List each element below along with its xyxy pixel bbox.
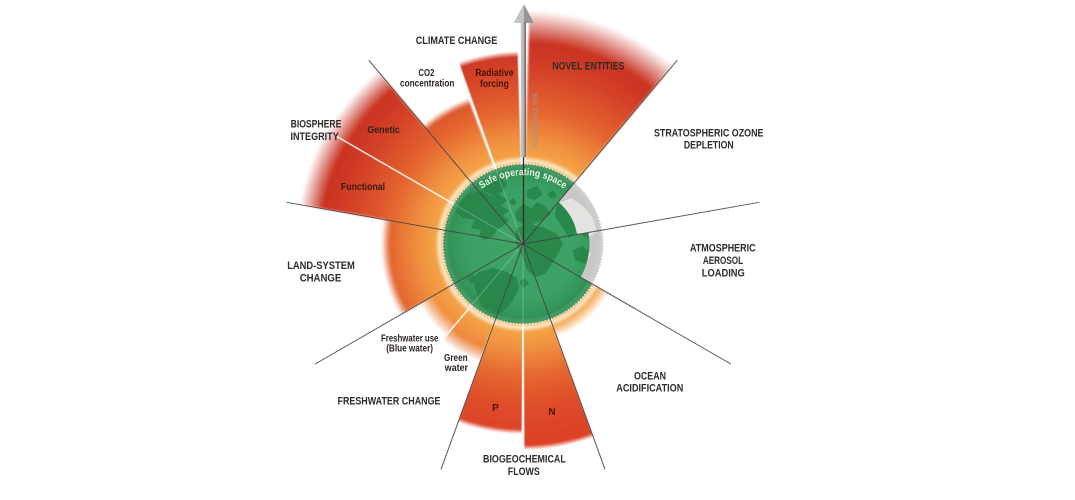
svg-text:FLOWS: FLOWS — [508, 466, 540, 478]
svg-text:INTEGRITY: INTEGRITY — [290, 131, 339, 143]
svg-text:Radiative: Radiative — [475, 68, 514, 79]
svg-text:NOVEL ENTITIES: NOVEL ENTITIES — [552, 61, 624, 73]
svg-text:Increasing risk: Increasing risk — [530, 92, 540, 149]
svg-text:ATMOSPHERIC: ATMOSPHERIC — [690, 243, 756, 255]
svg-text:STRATOSPHERIC OZONE: STRATOSPHERIC OZONE — [654, 128, 764, 140]
svg-text:LOADING: LOADING — [702, 268, 745, 280]
svg-text:ACIDIFICATION: ACIDIFICATION — [616, 382, 683, 394]
svg-text:N: N — [548, 407, 555, 418]
svg-text:(Blue water): (Blue water) — [386, 344, 433, 355]
svg-text:CO2: CO2 — [418, 68, 434, 79]
svg-text:CHANGE: CHANGE — [300, 273, 342, 285]
svg-text:forcing: forcing — [480, 79, 509, 90]
svg-text:BIOSPHERE: BIOSPHERE — [291, 118, 342, 130]
svg-text:LAND-SYSTEM: LAND-SYSTEM — [287, 260, 355, 272]
svg-text:DEPLETION: DEPLETION — [684, 140, 734, 152]
svg-text:OCEAN: OCEAN — [634, 370, 666, 382]
svg-text:FRESHWATER CHANGE: FRESHWATER CHANGE — [338, 396, 441, 408]
svg-text:P: P — [492, 403, 499, 414]
svg-text:concentration: concentration — [400, 79, 454, 90]
svg-text:Green: Green — [444, 353, 468, 364]
svg-text:Genetic: Genetic — [367, 125, 400, 136]
svg-text:Functional: Functional — [341, 182, 385, 193]
svg-text:CLIMATE CHANGE: CLIMATE CHANGE — [416, 35, 498, 47]
svg-text:BIOGEOCHEMICAL: BIOGEOCHEMICAL — [483, 453, 566, 465]
svg-text:water: water — [444, 363, 468, 374]
svg-text:Freshwater use: Freshwater use — [381, 333, 439, 344]
svg-text:AEROSOL: AEROSOL — [703, 255, 744, 267]
